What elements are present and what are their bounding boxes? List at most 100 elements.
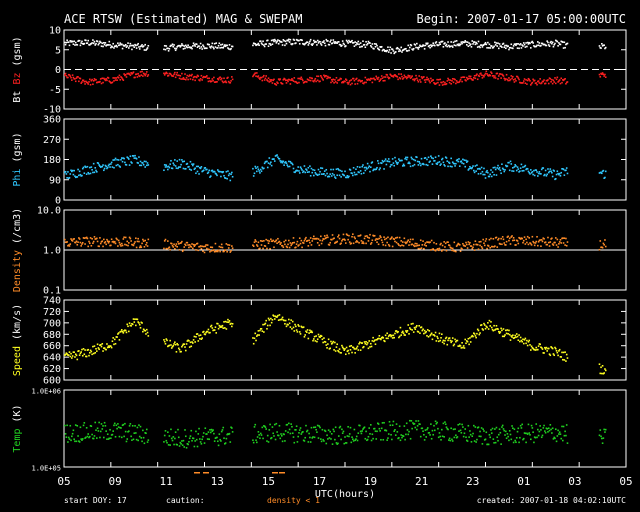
data-point	[430, 239, 433, 242]
data-point	[323, 170, 326, 172]
data-point	[491, 245, 494, 248]
data-point	[340, 438, 342, 441]
data-point	[438, 247, 441, 250]
data-point	[291, 425, 293, 428]
data-point	[113, 77, 116, 79]
data-point	[445, 336, 448, 339]
data-point	[209, 246, 212, 248]
data-point	[112, 337, 114, 339]
data-point	[298, 325, 300, 327]
data-point	[358, 171, 360, 174]
data-point	[371, 433, 374, 436]
data-point	[566, 241, 569, 243]
data-point	[216, 250, 219, 253]
data-point	[192, 45, 194, 47]
data-point	[75, 240, 78, 243]
data-point	[210, 80, 213, 83]
data-point	[256, 334, 259, 336]
data-point	[199, 79, 201, 82]
data-point	[109, 428, 111, 431]
data-point	[173, 73, 175, 76]
data-point	[194, 79, 196, 82]
data-point	[88, 173, 90, 175]
data-point	[472, 432, 474, 435]
data-point	[359, 341, 361, 344]
data-point	[402, 332, 405, 335]
data-point	[102, 45, 104, 48]
data-point	[392, 162, 395, 164]
data-point	[306, 171, 309, 173]
data-point	[202, 45, 205, 48]
data-point	[197, 165, 200, 168]
data-point	[533, 174, 536, 177]
data-point	[67, 171, 69, 173]
data-point	[184, 429, 186, 431]
data-point	[305, 169, 308, 171]
data-point	[498, 166, 501, 169]
data-point	[281, 82, 284, 85]
data-point	[392, 334, 395, 337]
data-point	[231, 76, 233, 78]
data-point	[515, 165, 517, 167]
data-point	[388, 77, 391, 79]
data-point	[320, 44, 323, 46]
data-point	[111, 433, 114, 436]
data-point	[291, 243, 293, 245]
data-point	[468, 343, 470, 346]
data-point	[451, 161, 454, 164]
data-point	[128, 430, 130, 432]
data-point	[267, 162, 270, 164]
data-point	[452, 250, 455, 252]
data-point	[387, 160, 389, 163]
data-point	[252, 441, 255, 444]
data-point	[420, 247, 423, 249]
data-point	[256, 244, 258, 246]
data-point	[142, 162, 144, 164]
data-point	[391, 236, 393, 238]
data-point	[548, 245, 551, 247]
data-point	[475, 41, 477, 44]
data-point	[517, 43, 520, 45]
data-point	[430, 437, 433, 440]
data-point	[261, 426, 264, 429]
data-point	[199, 245, 202, 247]
x-tick-label: 17	[313, 475, 326, 488]
data-point	[544, 169, 547, 172]
data-point	[266, 327, 268, 330]
data-point	[224, 80, 227, 82]
data-point	[494, 166, 496, 169]
data-point	[540, 173, 542, 175]
data-point	[315, 335, 317, 337]
data-point	[413, 245, 416, 248]
data-point	[101, 240, 104, 242]
data-point	[291, 78, 293, 80]
data-point	[300, 239, 303, 242]
data-point	[395, 47, 398, 50]
data-point	[181, 43, 183, 45]
data-point	[464, 245, 467, 247]
data-point	[334, 350, 337, 352]
data-point	[422, 162, 424, 165]
data-point	[601, 73, 603, 75]
data-point	[68, 245, 71, 247]
data-point	[185, 343, 188, 345]
data-point	[465, 76, 468, 79]
data-point	[224, 44, 226, 46]
data-point	[451, 249, 453, 252]
data-point	[319, 170, 321, 173]
data-point	[434, 249, 437, 252]
data-point	[167, 431, 169, 434]
data-point	[91, 168, 93, 171]
data-point	[488, 238, 491, 241]
data-point	[259, 78, 261, 80]
data-point	[468, 243, 470, 246]
data-point	[458, 243, 461, 246]
data-point	[475, 441, 477, 443]
data-point	[297, 166, 299, 168]
data-point	[220, 44, 222, 46]
data-point	[502, 75, 505, 77]
data-point	[525, 79, 527, 81]
data-point	[476, 328, 479, 331]
data-point	[122, 423, 125, 426]
data-point	[120, 76, 123, 79]
